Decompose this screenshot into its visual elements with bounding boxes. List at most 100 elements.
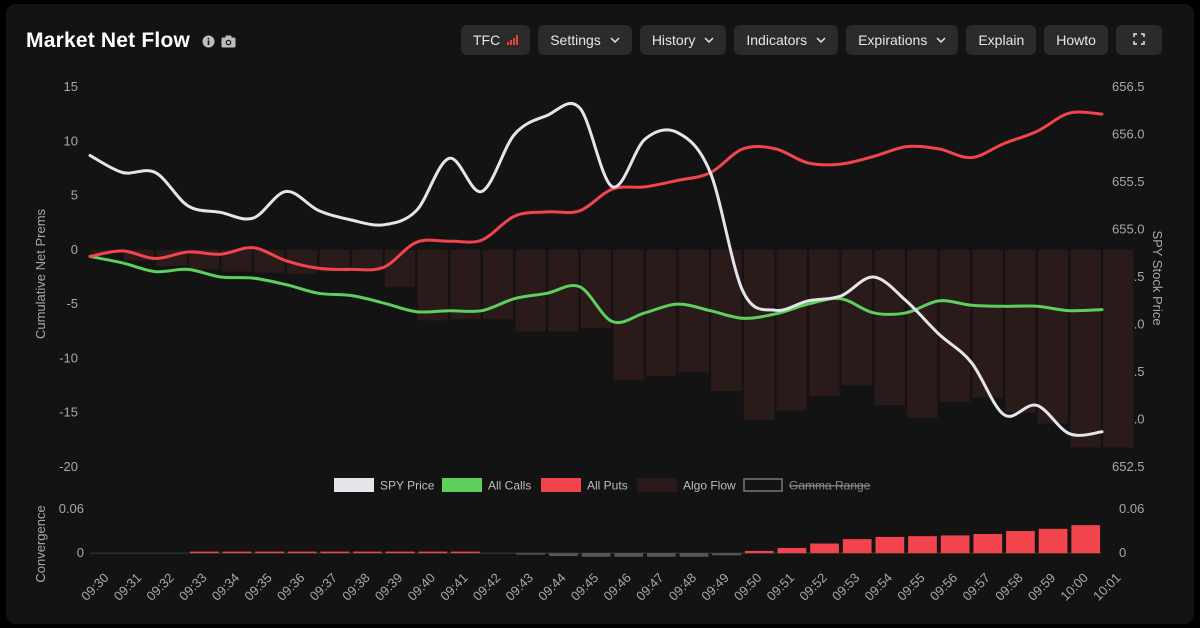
legend-swatch-puts	[541, 478, 581, 492]
history-button[interactable]: History	[639, 25, 727, 55]
x-tick-label: 09:38	[339, 570, 373, 604]
convergence-bar	[973, 533, 1003, 554]
x-tick-label: 09:52	[796, 570, 830, 604]
x-tick-label: 09:30	[78, 570, 112, 604]
legend-swatch-calls	[442, 478, 482, 492]
convergence-bar	[418, 551, 448, 554]
algo-flow-bar	[1037, 249, 1069, 424]
convergence-bar	[842, 539, 872, 554]
algo-flow-bar	[841, 249, 873, 386]
x-tick-label: 09:31	[111, 570, 145, 604]
algo-flow-bar	[939, 249, 971, 402]
convergence-bar	[189, 551, 219, 554]
signal-bars-icon	[507, 35, 519, 45]
conv-axis-title: Convergence	[33, 505, 48, 582]
x-tick-label: 09:46	[600, 570, 634, 604]
fullscreen-button[interactable]	[1115, 25, 1162, 55]
x-tick-label: 09:42	[470, 570, 504, 604]
algo-flow-bar	[874, 249, 905, 406]
x-tick-label: 09:40	[404, 570, 438, 604]
page-title: Market Net Flow	[26, 29, 191, 52]
convergence-bar	[451, 551, 480, 554]
chevron-down-icon	[936, 37, 946, 43]
algo-flow-bar	[221, 249, 252, 272]
x-tick-label: 09:47	[633, 570, 667, 604]
algo-flow-bar	[678, 249, 709, 373]
x-tick-label: 10:01	[1090, 570, 1124, 604]
howto-button[interactable]: Howto	[1044, 25, 1108, 55]
y2-tick-label: 652.5	[1112, 459, 1145, 474]
tfc-button[interactable]: TFC	[461, 25, 531, 55]
legend-label: Gamma Range	[789, 479, 871, 493]
convergence-bar	[320, 551, 350, 554]
legend-swatch-spy	[334, 478, 374, 492]
x-tick-label: 09:44	[535, 570, 569, 604]
x-tick-label: 09:55	[894, 570, 928, 604]
howto-label: Howto	[1056, 32, 1096, 48]
convergence-bar	[940, 535, 970, 554]
legend-label: Algo Flow	[683, 479, 736, 493]
x-tick-label: 09:49	[698, 570, 732, 604]
x-tick-label: 09:51	[764, 570, 798, 604]
algo-flow-bar	[645, 249, 677, 376]
legend-swatch-gamma	[743, 478, 783, 492]
explain-button[interactable]: Explain	[966, 25, 1037, 55]
x-tick-label: 09:32	[143, 570, 177, 604]
x-tick-label: 09:34	[209, 570, 243, 604]
indicators-label: Indicators	[746, 32, 808, 48]
conv-y-tick-label: 0.06	[59, 501, 84, 516]
convergence-bar	[614, 553, 644, 557]
camera-icon[interactable]	[221, 35, 236, 48]
info-icon[interactable]	[202, 35, 215, 48]
x-tick-label: 09:58	[992, 570, 1026, 604]
x-tick-label: 09:53	[829, 570, 863, 604]
all-calls-line	[88, 254, 1104, 325]
algo-flow-bar	[907, 249, 938, 419]
convergence-bar	[385, 551, 415, 554]
x-tick-label: 09:37	[307, 570, 341, 604]
convergence-bar	[875, 536, 905, 554]
y-tick-label: 10	[64, 133, 78, 148]
indicators-button[interactable]: Indicators	[734, 25, 839, 55]
algo-flow-bar	[352, 249, 383, 271]
y2-tick-label: 656.0	[1112, 127, 1145, 142]
x-tick-label: 09:33	[176, 570, 210, 604]
x-tick-label: 09:39	[372, 570, 406, 604]
conv-y2-tick-label: 0.06	[1119, 501, 1144, 516]
convergence-bar	[744, 550, 774, 554]
y-tick-label: 5	[71, 188, 78, 203]
chevron-down-icon	[704, 37, 714, 43]
y-tick-label: -10	[59, 350, 78, 365]
spy-price-line	[88, 101, 1104, 437]
algo-flow-bar	[450, 249, 481, 320]
toolbar: TFC Settings History Indicators Expirati…	[461, 25, 1162, 55]
legend-label: SPY Price	[380, 479, 435, 493]
y2-tick-label: 655.0	[1112, 222, 1145, 237]
y2-tick-label: 655.5	[1112, 174, 1145, 189]
conv-y-tick-label: 0	[77, 545, 84, 560]
convergence-bar	[353, 551, 382, 554]
algo-flow-bar	[1070, 249, 1101, 448]
convergence-bar	[581, 553, 611, 557]
x-tick-label: 09:56	[927, 570, 961, 604]
convergence-bar	[287, 551, 317, 554]
expirations-button[interactable]: Expirations	[846, 25, 959, 55]
x-tick-label: 09:54	[861, 570, 895, 604]
algo-flow-bar	[1005, 249, 1036, 413]
x-tick-label: 09:45	[568, 570, 602, 604]
convergence-bar	[777, 547, 807, 554]
y-tick-label: -20	[59, 459, 78, 474]
x-tick-label: 09:50	[731, 570, 765, 604]
convergence-bar	[255, 551, 284, 554]
algo-flow-bar	[417, 249, 448, 321]
convergence-bar	[810, 543, 839, 554]
x-tick-label: 09:43	[502, 570, 536, 604]
tfc-label: TFC	[473, 32, 501, 48]
convergence-bar	[516, 553, 546, 555]
y-axis-title: Cumulative Net Prems	[33, 208, 48, 339]
algo-flow-bar	[809, 249, 840, 397]
settings-button[interactable]: Settings	[538, 25, 632, 55]
algo-flow-bar	[319, 249, 350, 272]
y2-axis-title: SPY Stock Price	[1150, 230, 1165, 325]
algo-flow-bar	[972, 249, 1003, 398]
